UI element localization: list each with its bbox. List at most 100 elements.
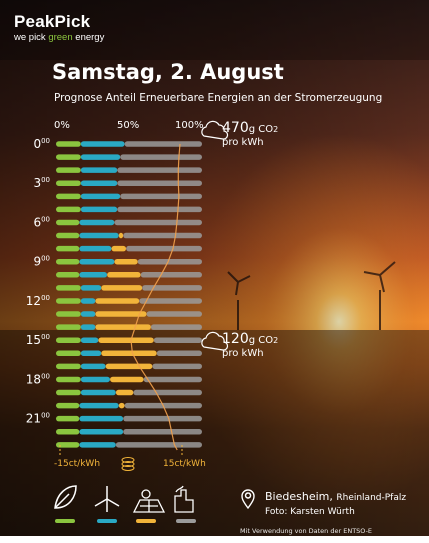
conventional-bar bbox=[153, 337, 202, 343]
photo-credit: Foto: Karsten Würth bbox=[265, 507, 355, 517]
biomass-bar bbox=[56, 193, 81, 200]
biomass-bar bbox=[56, 337, 81, 343]
wind-bar bbox=[79, 442, 116, 448]
wind-bar bbox=[80, 324, 96, 330]
biomass-bar bbox=[56, 219, 80, 226]
conventional-bar bbox=[123, 429, 202, 435]
conventional-bar bbox=[120, 193, 202, 200]
time-tick-label: 1200 bbox=[26, 294, 50, 308]
wind-bar bbox=[79, 245, 112, 252]
price-scale-max: 15ct/kWh bbox=[163, 459, 206, 469]
cloud-icon bbox=[201, 331, 229, 351]
legend-color-bar bbox=[136, 519, 156, 523]
solar-bar bbox=[118, 402, 125, 409]
wind-bar bbox=[79, 415, 124, 422]
biomass-bar bbox=[56, 141, 81, 147]
biomass-bar bbox=[56, 415, 80, 422]
conventional-bar bbox=[139, 298, 202, 304]
time-tick-label: 300 bbox=[33, 176, 50, 190]
solar-bar bbox=[105, 363, 153, 370]
power-plant-icon bbox=[174, 485, 194, 513]
wind-bar bbox=[80, 167, 118, 173]
wind-bar bbox=[80, 363, 106, 370]
x-tick-label: 100% bbox=[175, 120, 204, 131]
data-source-credit: Mit Verwendung von Daten der ENTSO-E Tra… bbox=[240, 527, 373, 543]
legend-color-bar bbox=[97, 519, 117, 523]
price-scale-min: -15ct/kWh bbox=[54, 459, 101, 469]
solar-bar bbox=[95, 298, 140, 304]
conventional-bar bbox=[156, 350, 202, 357]
biomass-bar bbox=[56, 206, 81, 213]
co2-low-label: 120g CO2 pro kWh bbox=[222, 331, 279, 359]
conventional-bar bbox=[123, 415, 202, 422]
wind-bar bbox=[79, 272, 108, 278]
wind-bar bbox=[79, 232, 119, 239]
solar-bar bbox=[111, 245, 127, 252]
biomass-bar bbox=[56, 167, 81, 173]
time-tick-label: 2100 bbox=[26, 412, 50, 426]
time-tick-label: 1800 bbox=[26, 372, 50, 386]
biomass-bar bbox=[56, 285, 81, 291]
biomass-bar bbox=[56, 311, 81, 317]
wind-bar bbox=[80, 154, 121, 160]
conventional-bar bbox=[137, 258, 202, 265]
conventional-bar bbox=[117, 167, 202, 173]
wind-bar bbox=[80, 337, 99, 343]
wind-bar bbox=[79, 402, 119, 409]
location-label: Biedesheim, Rheinland-Pfalz bbox=[265, 490, 407, 503]
biomass-bar bbox=[56, 180, 81, 186]
solar-bar bbox=[115, 389, 134, 396]
solar-bar bbox=[114, 258, 138, 265]
co2-intensity-line bbox=[130, 143, 181, 451]
cloud-icon bbox=[201, 120, 229, 140]
biomass-bar bbox=[56, 245, 80, 252]
solar-bar bbox=[118, 232, 124, 239]
time-tick-label: 1500 bbox=[26, 333, 50, 347]
time-tick-label: 600 bbox=[33, 215, 50, 229]
biomass-bar bbox=[56, 442, 80, 448]
biomass-bar bbox=[56, 298, 81, 304]
solar-bar bbox=[101, 285, 143, 291]
conventional-bar bbox=[115, 442, 202, 448]
legend-color-bar bbox=[176, 519, 196, 523]
biomass-bar bbox=[56, 324, 81, 330]
x-tick-label: 0% bbox=[54, 120, 70, 131]
chart-subtitle: Prognose Anteil Erneuerbare Energien an … bbox=[54, 92, 383, 104]
conventional-bar bbox=[120, 154, 202, 160]
wind-bar bbox=[80, 389, 116, 396]
x-tick-label: 50% bbox=[117, 120, 140, 131]
biomass-bar bbox=[56, 350, 81, 357]
brand-tagline: we pick green energy bbox=[14, 32, 105, 43]
biomass-bar bbox=[56, 154, 81, 160]
conventional-bar bbox=[117, 206, 202, 213]
conventional-bar bbox=[124, 141, 202, 147]
wind-bar bbox=[80, 285, 102, 291]
wind-bar bbox=[80, 298, 96, 304]
conventional-bar bbox=[146, 311, 202, 317]
conventional-bar bbox=[123, 232, 202, 239]
biomass-bar bbox=[56, 402, 80, 409]
coins-icon bbox=[121, 457, 135, 471]
biomass-bar bbox=[56, 232, 80, 239]
leaf-icon bbox=[54, 485, 77, 509]
solar-bar bbox=[95, 324, 151, 330]
biomass-bar bbox=[56, 376, 81, 383]
conventional-bar bbox=[126, 245, 202, 252]
conventional-bar bbox=[143, 376, 202, 383]
wind-bar bbox=[79, 258, 115, 265]
wind-bar bbox=[79, 429, 124, 435]
solar-bar bbox=[101, 350, 157, 357]
time-tick-label: 900 bbox=[33, 255, 50, 269]
co2-high-label: 470g CO2 pro kWh bbox=[222, 120, 279, 148]
conventional-bar bbox=[117, 180, 202, 186]
wind-bar bbox=[80, 206, 118, 213]
solar-panel-icon bbox=[132, 489, 166, 513]
solar-bar bbox=[110, 376, 144, 383]
solar-bar bbox=[107, 272, 141, 278]
wind-bar bbox=[80, 180, 118, 186]
conventional-bar bbox=[152, 363, 202, 370]
biomass-bar bbox=[56, 363, 81, 370]
wind-bar bbox=[80, 193, 121, 200]
